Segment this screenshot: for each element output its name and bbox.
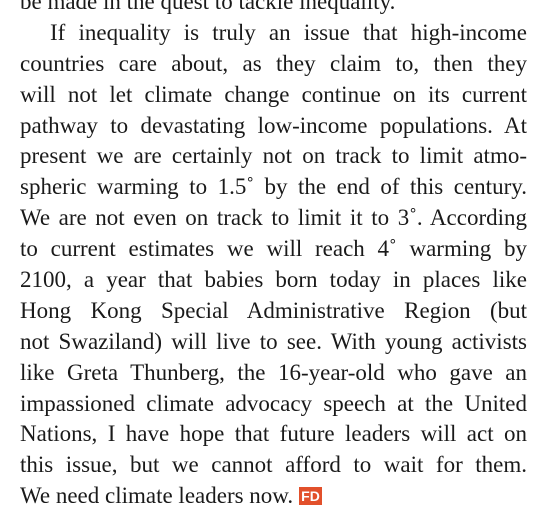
line-text: 2100, a year that babies born today in p… [20,267,527,293]
line-text: We need climate leaders now. [20,483,294,509]
line-text: If inequality is truly an issue that hig… [50,19,527,45]
line-text: pathway to devastating low-income popula… [20,112,527,138]
text-line: countries care about, as they claim to, … [20,49,527,80]
text-line: like Greta Thunberg, the 16-year-old who… [20,358,527,389]
text-line: Hong Kong Special Administrative Region … [20,296,527,327]
text-line: will not let climate change continue on … [20,80,527,111]
line-text: this issue, but we cannot afford to wait… [20,452,527,478]
article-text: be made in the quest to tackle inequalit… [20,0,527,512]
line-text: will not let climate change continue on … [20,81,527,107]
line-text: be made in the quest to tackle inequalit… [20,0,396,14]
line-text: Hong Kong Special Administrative Region … [20,297,527,323]
line-text: like Greta Thunberg, the 16-year-old who… [20,359,527,385]
line-text: present we are certainly not on track to… [20,143,527,169]
text-line: this issue, but we cannot afford to wait… [20,450,527,481]
text-line: Nations, I have hope that future leaders… [20,419,527,450]
text-line: We need climate leaders now. FD [20,481,527,512]
line-text: Nations, I have hope that future leaders… [20,421,527,447]
text-line: to current estimates we will reach 4˚ wa… [20,234,527,265]
text-line: 2100, a year that babies born today in p… [20,265,527,296]
text-line: be made in the quest to tackle inequalit… [20,0,527,18]
line-text: to current estimates we will reach 4˚ wa… [20,236,527,262]
line-text: We are not even on track to limit it to … [20,205,527,231]
text-line: impassioned climate advocacy speech at t… [20,389,527,420]
line-text: spheric warming to 1.5˚ by the end of th… [20,174,527,200]
text-line: pathway to devastating low-income popula… [20,111,527,142]
end-mark: FD [299,487,322,506]
text-line: We are not even on track to limit it to … [20,203,527,234]
line-text: countries care about, as they claim to, … [20,50,527,76]
text-line: not Swaziland) will live to see. With yo… [20,327,527,358]
line-text: not Swaziland) will live to see. With yo… [20,328,527,354]
line-text: impassioned climate advocacy speech at t… [20,390,527,416]
text-line: present we are certainly not on track to… [20,141,527,172]
text-line: spheric warming to 1.5˚ by the end of th… [20,172,527,203]
text-line: If inequality is truly an issue that hig… [20,18,527,49]
